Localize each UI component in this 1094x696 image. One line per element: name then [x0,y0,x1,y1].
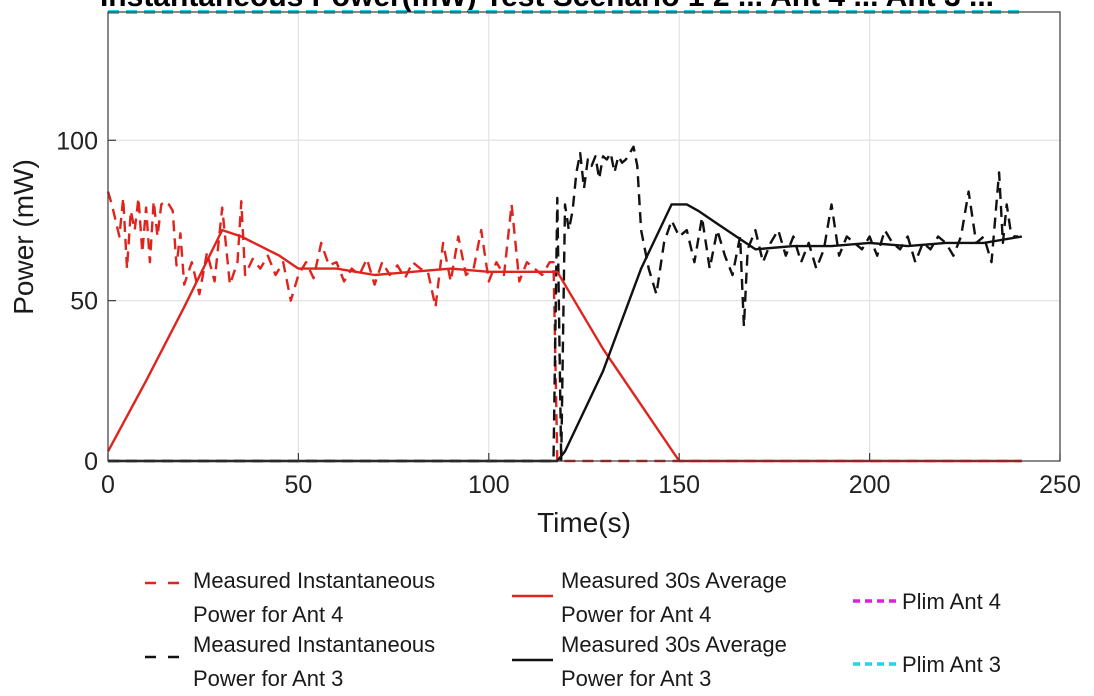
chart-title: Instantaneous Power(mW) Test Scenario 1 … [100,0,994,13]
legend-label-line2: Power for Ant 3 [561,666,711,691]
y-axis-label: Power (mW) [8,159,39,315]
x-tick-label: 150 [658,471,700,499]
legend-entry-3: Measured 30s Average Power for Ant 3 [512,632,787,691]
legend-entry-0: Measured Instantaneous Power for Ant 4 [145,568,435,627]
y-tick-label: 0 [84,448,98,476]
legend-label-line1: Plim Ant 3 [902,652,1001,677]
legend-label-line1: Measured 30s Average [561,568,787,593]
legend-label-line1: Measured Instantaneous [193,568,435,593]
axis-ticks: 0 50 100 150 200 250 0 50 100 [56,127,1081,499]
y-tick-label: 100 [56,127,98,155]
series-line-2 [106,228,1022,463]
legend-entry-1: Measured Instantaneous Power for Ant 3 [145,632,435,691]
x-tick-label: 100 [468,471,510,499]
legend-entry-5: Plim Ant 3 [853,652,1001,677]
grid-lines [108,12,1060,461]
series-line-3 [108,203,1023,463]
legend-entry-2: Measured 30s Average Power for Ant 4 [512,568,787,627]
x-tick-label: 50 [284,471,312,499]
series-line-1 [108,145,1019,463]
legend-label-line2: Power for Ant 3 [193,666,343,691]
legend-label-line1: Measured 30s Average [561,632,787,657]
x-tick-label: 250 [1039,471,1081,499]
legend-entry-4: Plim Ant 4 [853,589,1001,614]
legend-label-line2: Power for Ant 4 [193,602,343,627]
legend-label-line2: Power for Ant 4 [561,602,711,627]
plot-frame [107,11,1061,462]
legend-label-line1: Plim Ant 4 [902,589,1001,614]
x-tick-label: 200 [849,471,891,499]
plot-series [106,10,1023,463]
x-axis-label: Time(s) [537,507,631,538]
x-tick-label: 0 [101,471,115,499]
y-tick-label: 50 [70,288,98,316]
legend-label-line1: Measured Instantaneous [193,632,435,657]
